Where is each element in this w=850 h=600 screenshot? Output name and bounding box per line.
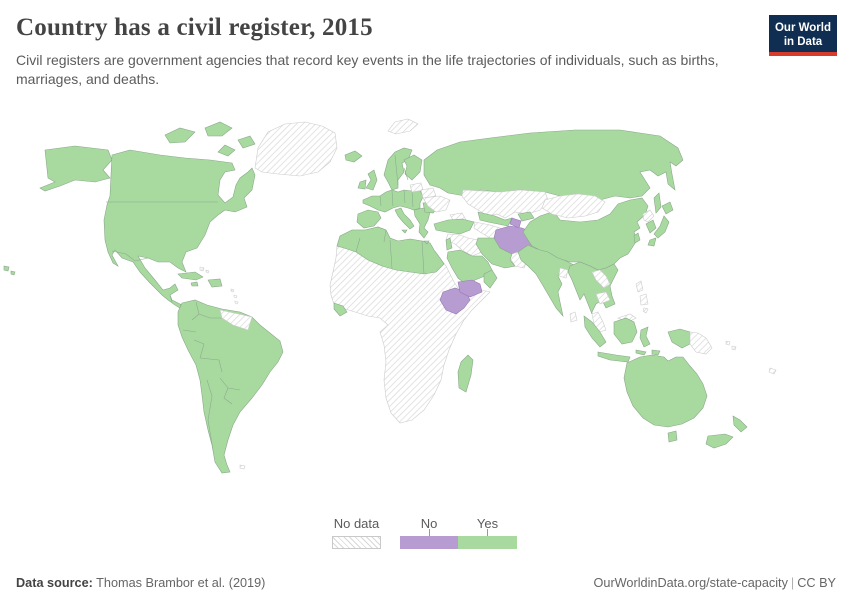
legend-tick-yes [487,529,488,536]
region-sakhalin[interactable] [653,192,662,214]
region-iberia[interactable] [356,209,382,229]
footer-right: OurWorldinData.org/state-capacity | CC BY [594,576,836,590]
header: Country has a civil register, 2015 Civil… [16,14,756,89]
region-tasmania[interactable] [667,430,678,443]
country-israel[interactable] [445,237,453,251]
country-sri-lanka[interactable] [569,311,578,323]
footer-url[interactable]: OurWorldinData.org/state-capacity [593,576,788,590]
owid-logo-line2: in Data [783,36,823,49]
country-belarus[interactable] [420,187,437,199]
page-title: Country has a civil register, 2015 [16,14,373,41]
country-papua-new-guinea[interactable] [689,331,713,355]
country-russia[interactable] [423,129,684,201]
country-mongolia[interactable] [541,193,606,219]
country-new-zealand[interactable] [705,415,748,449]
region-balkans[interactable] [413,207,431,245]
footer-license[interactable]: CC BY [797,576,836,590]
country-oman[interactable] [483,269,498,289]
region-guianas[interactable] [219,309,253,331]
region-north-america[interactable] [103,149,256,317]
north-africa-borders [355,229,425,275]
owid-logo-line1: Our World [774,22,831,34]
legend-swatch-yes[interactable] [458,536,517,549]
country-australia[interactable] [623,354,708,428]
owid-logo-stripe [769,52,837,56]
region-alaska[interactable] [39,145,113,192]
country-ethiopia[interactable] [439,287,471,315]
region-western-europe[interactable] [362,189,424,213]
legend-label-no-data: No data [333,516,380,531]
country-kazakhstan[interactable] [461,189,549,219]
region-falklands[interactable] [239,464,246,470]
region-hawaii[interactable] [3,265,16,276]
country-madagascar[interactable] [457,354,474,393]
region-arctic-islands[interactable] [164,121,256,157]
footer-separator: | [790,576,795,590]
legend-label-yes: Yes [476,516,499,531]
country-jamaica[interactable] [190,281,199,287]
country-south-korea[interactable] [645,219,657,234]
region-bahamas[interactable] [199,266,210,274]
country-kyrgyzstan[interactable] [517,211,535,222]
region-solomons[interactable] [725,340,737,351]
country-bangladesh[interactable] [558,267,569,279]
legend-swatch-no[interactable] [400,536,458,549]
country-taiwan[interactable] [633,232,641,244]
page-subtitle: Civil registers are government agencies … [16,52,719,87]
country-cambodia[interactable] [595,291,611,305]
owid-logo[interactable]: Our World in Data [769,15,837,55]
region-south-america[interactable] [177,299,284,474]
region-indochina[interactable] [567,261,619,315]
country-yemen[interactable] [457,279,483,298]
country-iceland[interactable] [344,150,363,163]
south-america-borders [182,301,241,451]
legend-tick-no [429,529,430,536]
country-finland[interactable] [403,154,423,181]
footer-source-value: Thomas Brambor et al. (2019) [92,576,266,590]
footer-source-label: Data source: [16,576,93,590]
country-japan[interactable] [647,201,674,247]
region-hispaniola[interactable] [207,278,223,288]
footer-source: Data source: Thomas Brambor et al. (2019… [16,576,265,590]
region-lesser-antilles[interactable] [230,288,239,305]
country-turkey[interactable] [433,218,475,235]
country-greenland[interactable] [254,121,338,177]
country-china[interactable] [522,197,649,271]
country-philippines[interactable] [635,280,649,314]
map-legend: No data No Yes [0,514,850,554]
country-ukraine[interactable] [422,195,451,213]
country-laos[interactable] [591,269,611,289]
country-liberia[interactable] [333,302,348,317]
footer: Data source: Thomas Brambor et al. (2019… [0,576,850,590]
legend-label-no: No [420,516,438,531]
country-uk[interactable] [365,169,378,191]
country-north-korea[interactable] [642,209,655,223]
country-iran[interactable] [475,237,516,269]
legend-swatch-no-data[interactable] [332,536,381,549]
europe-borders [379,154,414,208]
region-new-caledonia[interactable] [768,367,777,375]
country-uzbekistan[interactable] [477,211,513,227]
country-ireland[interactable] [357,179,367,190]
country-cuba[interactable] [177,271,204,281]
north-america-borders [106,201,218,314]
region-svalbard[interactable] [387,118,419,135]
country-italy[interactable] [394,207,415,234]
